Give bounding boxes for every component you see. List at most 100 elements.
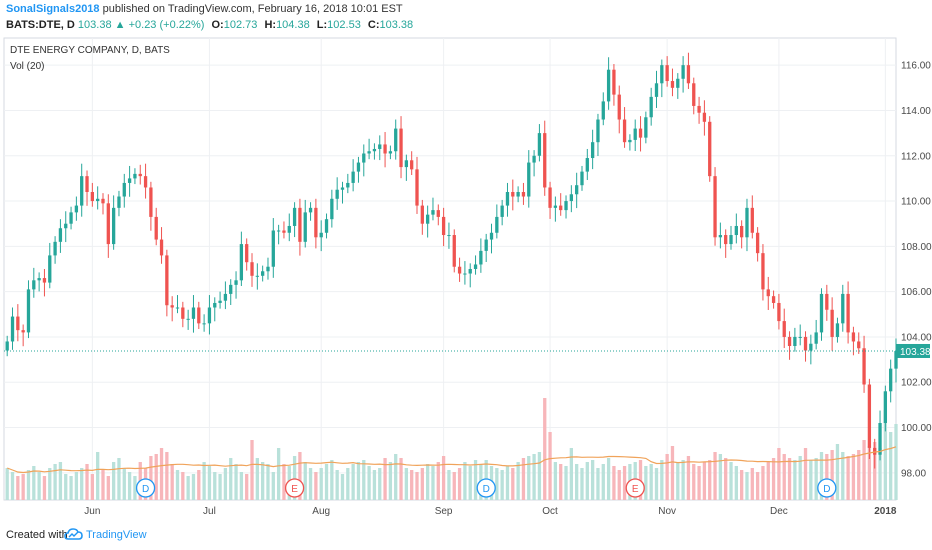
candle-body[interactable] [53,241,57,256]
candle-body[interactable] [553,205,558,208]
candle-body[interactable] [564,201,568,211]
candle-body[interactable] [601,101,605,120]
tradingview-brand[interactable]: TradingView [86,529,147,541]
volume-indicator-label[interactable]: Vol (20) [10,61,45,72]
candle-body[interactable] [351,171,355,183]
candle-body[interactable] [399,128,403,168]
dividend-marker[interactable] [135,478,156,498]
candle-body[interactable] [170,305,174,308]
candle-body[interactable] [889,368,893,392]
candle-body[interactable] [575,185,579,195]
candle-body[interactable] [830,309,834,337]
candle-body[interactable] [511,192,515,197]
candle-body[interactable] [543,133,547,188]
candle-body[interactable] [101,198,105,204]
candle-body[interactable] [777,302,781,322]
candle-body[interactable] [431,210,435,215]
candle-body[interactable] [527,162,531,197]
candle-body[interactable] [80,176,84,206]
candle-body[interactable] [415,169,419,206]
candle-body[interactable] [330,198,334,220]
candle-body[interactable] [138,173,142,177]
candle-body[interactable] [372,148,377,152]
candle-body[interactable] [803,336,808,351]
candle-body[interactable] [245,244,249,263]
candle-body[interactable] [878,423,882,455]
candle-body[interactable] [271,230,275,267]
plot-area[interactable] [3,37,897,501]
candle-body[interactable] [122,182,126,197]
candle-body[interactable] [181,307,185,319]
candle-body[interactable] [32,280,36,290]
candle-body[interactable] [404,160,409,168]
dividend-marker[interactable] [476,478,496,498]
candle-body[interactable] [686,65,691,84]
candle-body[interactable] [654,83,659,97]
candle-body[interactable] [133,173,137,179]
candle-body[interactable] [287,225,291,233]
candle-body[interactable] [441,216,446,236]
candle-body[interactable] [559,205,563,211]
candle-body[interactable] [239,244,244,281]
candle-body[interactable] [410,160,414,170]
candle-body[interactable] [149,187,153,217]
candle-body[interactable] [420,205,424,224]
candle-body[interactable] [319,232,323,238]
candle-body[interactable] [580,171,584,186]
candle-body[interactable] [197,307,201,324]
candle-body[interactable] [447,235,451,237]
candle-body[interactable] [154,216,158,240]
candle-body[interactable] [622,119,627,143]
candle-body[interactable] [266,266,270,272]
candle-body[interactable] [127,178,132,183]
candle-body[interactable] [58,228,63,242]
candle-body[interactable] [761,253,765,290]
candle-body[interactable] [665,65,669,82]
candle-body[interactable] [495,216,499,233]
earnings-marker[interactable] [625,478,645,498]
candle-body[interactable] [85,176,89,192]
candle-body[interactable] [649,96,653,118]
candle-body[interactable] [798,336,802,338]
candle-body[interactable] [750,207,754,233]
candle-body[interactable] [383,144,387,154]
candle-body[interactable] [809,343,813,351]
candle-body[interactable] [676,78,680,88]
candle-body[interactable] [590,142,595,159]
candle-body[interactable] [261,271,265,276]
candle-body[interactable] [175,307,180,309]
author-link[interactable]: SonalSignals2018 [6,3,100,15]
candle-body[interactable] [862,348,866,385]
candle-body[interactable] [207,307,212,324]
candle-body[interactable] [628,139,632,143]
candle-body[interactable] [537,133,542,156]
candle-body[interactable] [867,384,872,448]
candle-body[interactable] [489,232,494,240]
candle-body[interactable] [894,350,898,369]
candle-body[interactable] [734,225,738,236]
candle-body[interactable] [276,230,281,232]
candle-body[interactable] [298,207,302,242]
candle-body[interactable] [708,121,712,177]
candle-body[interactable] [255,275,259,277]
candle-body[interactable] [479,250,483,265]
candle-body[interactable] [356,162,361,172]
candle-body[interactable] [457,266,462,274]
candle-body[interactable] [159,239,164,256]
candle-body[interactable] [308,207,313,213]
candle-body[interactable] [638,128,643,138]
candle-body[interactable] [484,239,488,251]
candle-body[interactable] [771,296,776,303]
candle-body[interactable] [143,176,148,188]
candle-body[interactable] [324,219,329,233]
candle-body[interactable] [69,212,73,224]
candle-body[interactable] [606,69,611,102]
candle-body[interactable] [569,194,573,202]
candle-body[interactable] [825,293,829,310]
candle-body[interactable] [473,264,478,269]
candle-body[interactable] [346,182,350,188]
candle-body[interactable] [713,176,717,238]
candle-body[interactable] [851,332,856,342]
candle-body[interactable] [740,225,744,238]
candle-body[interactable] [633,128,637,140]
